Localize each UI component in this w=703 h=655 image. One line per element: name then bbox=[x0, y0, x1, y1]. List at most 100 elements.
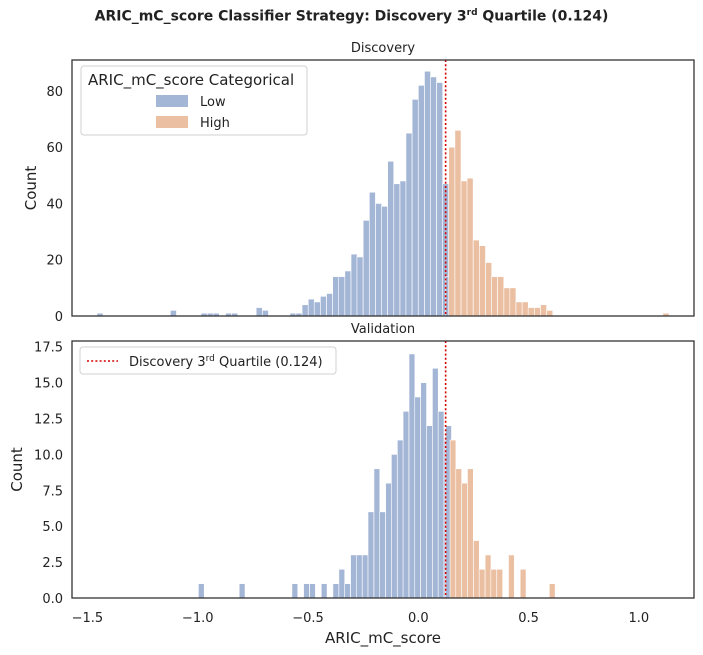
legend-title: ARIC_mC_score Categorical bbox=[88, 71, 294, 90]
validation-xtick-label: −1.0 bbox=[182, 611, 214, 626]
validation-bar-high bbox=[497, 569, 503, 598]
validation-xlabel: ARIC_mC_score bbox=[325, 629, 441, 648]
validation-bar-low bbox=[391, 454, 397, 598]
validation-series-high bbox=[450, 440, 555, 598]
validation-bar-low bbox=[345, 584, 351, 598]
discovery-bar-low bbox=[363, 220, 369, 316]
validation-bar-high bbox=[467, 469, 473, 598]
legend-label-low: Low bbox=[200, 95, 226, 110]
validation-bar-low bbox=[438, 411, 444, 598]
discovery-bar-low bbox=[262, 310, 268, 316]
validation-ytick-label: 0.0 bbox=[42, 592, 63, 607]
discovery-bar-low bbox=[345, 271, 351, 316]
discovery-ytick-label: 80 bbox=[46, 85, 63, 100]
validation-bar-low bbox=[374, 469, 380, 598]
validation-ytick-label: 15.0 bbox=[34, 377, 63, 392]
discovery-bar-low bbox=[369, 192, 375, 316]
validation-bar-low bbox=[339, 569, 345, 598]
discovery-bar-high bbox=[486, 263, 492, 316]
validation-bar-high bbox=[520, 569, 526, 598]
legend-threshold-label: Discovery 3rd Quartile (0.124) bbox=[129, 354, 323, 370]
discovery-bar-low bbox=[394, 184, 400, 316]
discovery-bar-high bbox=[449, 147, 455, 316]
discovery-bar-low bbox=[418, 85, 424, 316]
discovery-ytick-label: 40 bbox=[46, 197, 63, 212]
discovery-bar-low bbox=[351, 254, 357, 316]
validation-bar-high bbox=[450, 440, 456, 598]
discovery-bar-high bbox=[492, 277, 498, 316]
discovery-bar-low bbox=[437, 83, 443, 316]
validation-bar-low bbox=[356, 555, 362, 598]
legend-label-sup: rd bbox=[206, 354, 215, 364]
discovery-bar-low bbox=[424, 71, 430, 316]
validation-series-low bbox=[198, 354, 451, 598]
legend-swatch-low bbox=[156, 95, 188, 107]
discovery-bar-high bbox=[516, 302, 522, 316]
discovery-bar-high bbox=[467, 178, 473, 316]
discovery-bar-high bbox=[534, 308, 540, 316]
validation-bar-low bbox=[386, 483, 392, 598]
discovery-bar-low bbox=[302, 305, 308, 316]
validation-xtick-label: 0.0 bbox=[408, 611, 429, 626]
discovery-bar-high bbox=[510, 288, 516, 316]
validation-bar-low bbox=[310, 584, 316, 598]
discovery-bar-low bbox=[308, 299, 314, 316]
validation-bar-high bbox=[549, 584, 555, 598]
validation-bar-high bbox=[509, 555, 515, 598]
validation-bar-low bbox=[198, 584, 204, 598]
validation-bar-low bbox=[304, 584, 310, 598]
discovery-ytick-label: 60 bbox=[46, 141, 63, 156]
validation-title: Validation bbox=[351, 322, 415, 337]
validation-bar-low bbox=[421, 383, 427, 598]
discovery-bar-high bbox=[540, 305, 546, 316]
validation-bar-high bbox=[456, 469, 462, 598]
validation-xtick-label: 0.5 bbox=[518, 611, 539, 626]
validation-bar-low bbox=[333, 584, 339, 598]
discovery-bar-low bbox=[400, 181, 406, 316]
discovery-bar-high bbox=[504, 288, 510, 316]
discovery-bar-low bbox=[314, 302, 320, 316]
discovery-bar-high bbox=[522, 302, 528, 316]
validation-panel: Validation 0.0 2.5 5.0 7.5 10.0 12.5 15.0 17.5 Co… bbox=[8, 322, 694, 648]
validation-bar-low bbox=[321, 584, 327, 598]
validation-bar-high bbox=[485, 555, 491, 598]
discovery-bar-low bbox=[381, 206, 387, 316]
validation-bar-low bbox=[239, 584, 245, 598]
validation-bar-low bbox=[351, 555, 357, 598]
validation-bar-high bbox=[479, 569, 485, 598]
discovery-bar-high bbox=[455, 130, 461, 316]
validation-ytick-label: 17.5 bbox=[34, 341, 63, 356]
discovery-bar-low bbox=[320, 296, 326, 316]
validation-ylabel: Count bbox=[8, 447, 26, 492]
discovery-ytick-label: 0 bbox=[55, 310, 63, 325]
discovery-bar-low bbox=[406, 133, 412, 316]
discovery-bar-high bbox=[547, 310, 553, 316]
discovery-bar-low bbox=[357, 257, 363, 316]
validation-xtick-label: 1.0 bbox=[629, 611, 650, 626]
validation-bar-low bbox=[409, 354, 415, 598]
validation-ytick-label: 2.5 bbox=[42, 556, 63, 571]
discovery-bar-high bbox=[473, 240, 479, 316]
validation-bar-low bbox=[380, 512, 386, 598]
discovery-bar-high bbox=[528, 308, 534, 316]
validation-ytick-label: 7.5 bbox=[42, 484, 63, 499]
discovery-bar-high bbox=[479, 246, 485, 316]
discovery-panel: Discovery 0 20 40 60 80 Count ARIC_mC_score Cat… bbox=[22, 41, 694, 325]
validation-bar-low bbox=[292, 584, 298, 598]
validation-bar-low bbox=[397, 440, 403, 598]
validation-ytick-label: 10.0 bbox=[34, 448, 63, 463]
validation-legend: Discovery 3rd Quartile (0.124) bbox=[80, 347, 336, 374]
validation-bar-low bbox=[403, 411, 409, 598]
discovery-bar-low bbox=[256, 308, 262, 316]
validation-bar-low bbox=[362, 555, 368, 598]
validation-xtick-label: −0.5 bbox=[292, 611, 324, 626]
legend-swatch-high bbox=[156, 116, 188, 128]
validation-bar-high bbox=[462, 483, 468, 598]
discovery-bar-low bbox=[388, 161, 394, 316]
legend-label-suffix: Quartile (0.124) bbox=[215, 355, 323, 370]
discovery-bar-low bbox=[327, 293, 333, 316]
legend-label-high: High bbox=[200, 116, 230, 131]
validation-bar-low bbox=[368, 512, 374, 598]
discovery-ylabel: Count bbox=[22, 166, 40, 211]
